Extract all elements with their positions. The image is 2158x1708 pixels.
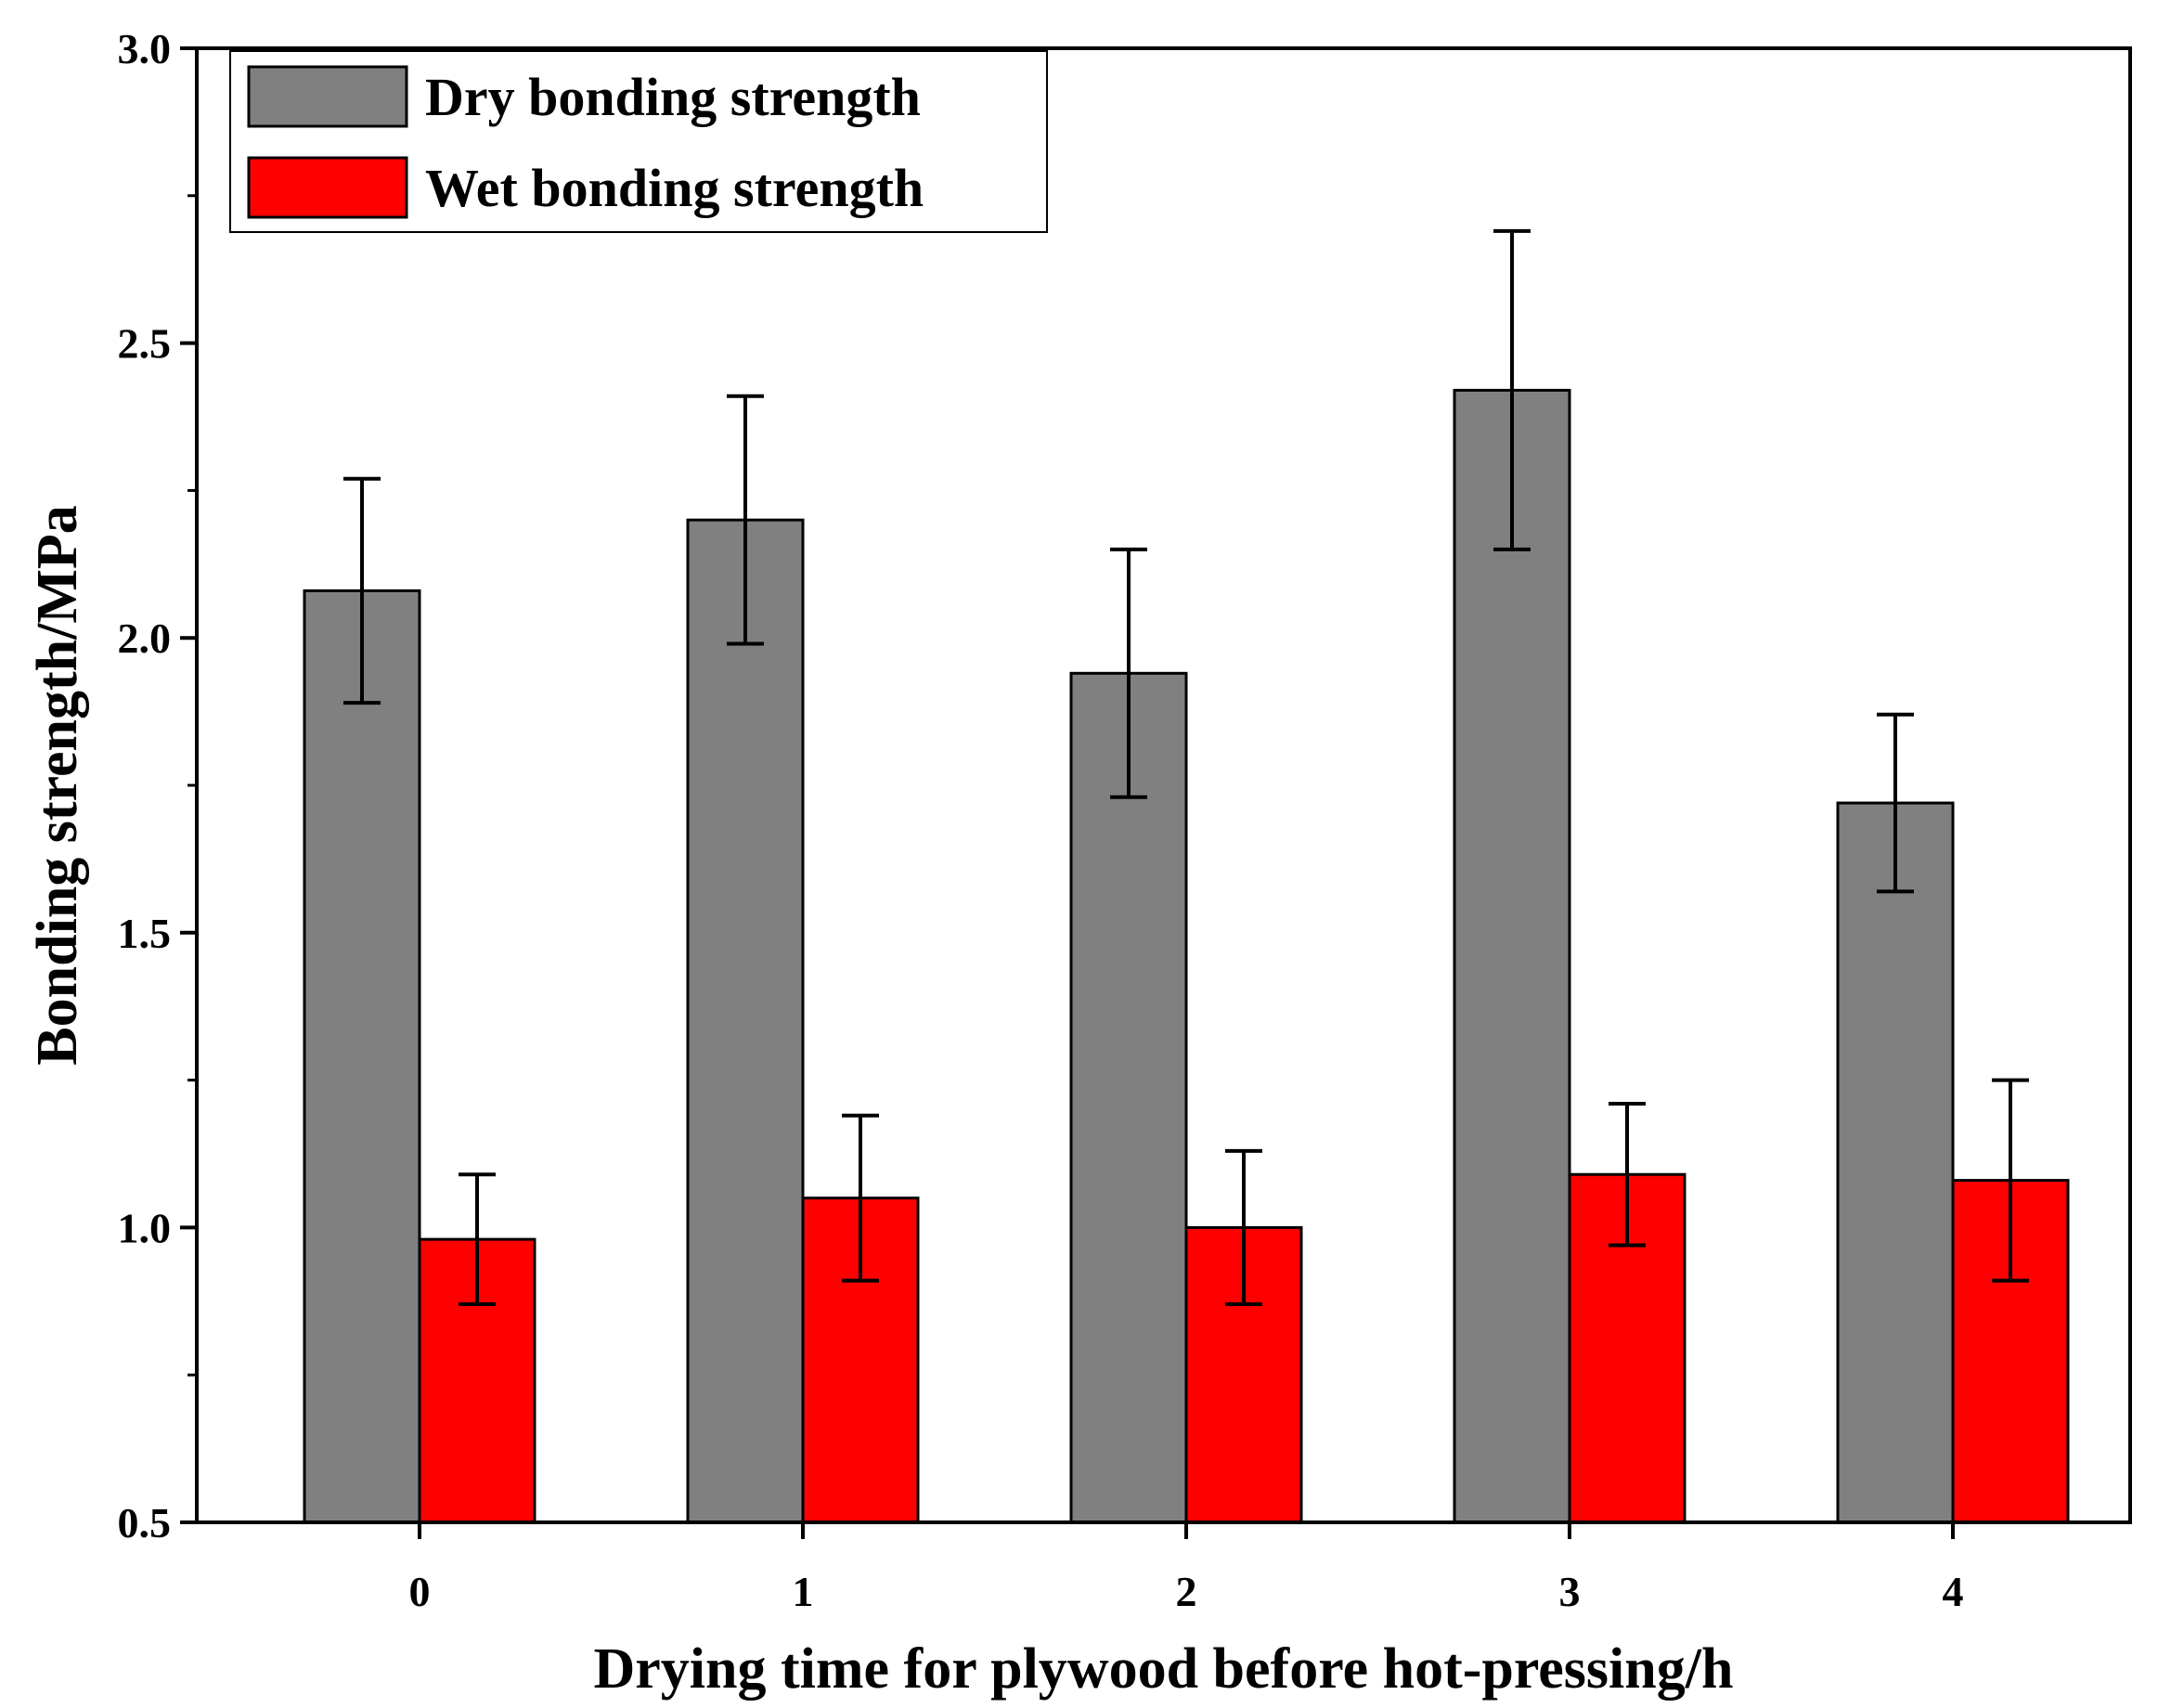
y-tick-label: 2.5	[118, 320, 172, 368]
legend-label-wet: Wet bonding strength	[425, 158, 924, 218]
y-tick-label: 1.5	[118, 910, 172, 957]
errorbars-layer	[343, 228, 2029, 1306]
bar-dry	[1453, 388, 1571, 1524]
bar-dry	[1069, 671, 1188, 1524]
x-tick-label: 2	[1176, 1568, 1197, 1615]
y-axis-title: Bonding strength/MPa	[26, 505, 89, 1065]
bars-layer	[303, 388, 2070, 1524]
x-tick-label: 4	[1943, 1568, 1964, 1615]
y-tick-label: 2.0	[118, 615, 172, 662]
x-tick-label: 1	[793, 1568, 814, 1615]
bar-dry	[686, 518, 805, 1524]
legend-label-dry: Dry bonding strength	[425, 67, 921, 127]
legend-swatch-dry	[247, 65, 408, 128]
bar-dry	[303, 589, 421, 1524]
x-axis-title: Drying time for plywood before hot-press…	[594, 1637, 1734, 1701]
y-tick-label: 1.0	[118, 1204, 172, 1251]
y-axis: 0.5 1.0 1.5 2.0 2.5 3.0	[118, 25, 197, 1546]
x-axis: 0 1 2 3 4	[409, 1522, 1964, 1615]
x-tick-label: 3	[1559, 1568, 1581, 1615]
y-tick-label: 0.5	[118, 1499, 172, 1546]
bar-dry	[1836, 801, 1955, 1524]
x-tick-label: 0	[409, 1568, 431, 1615]
legend-swatch-wet	[247, 156, 408, 219]
legend: Dry bonding strength Wet bonding strengt…	[229, 50, 1048, 233]
y-tick-label: 3.0	[118, 25, 172, 72]
